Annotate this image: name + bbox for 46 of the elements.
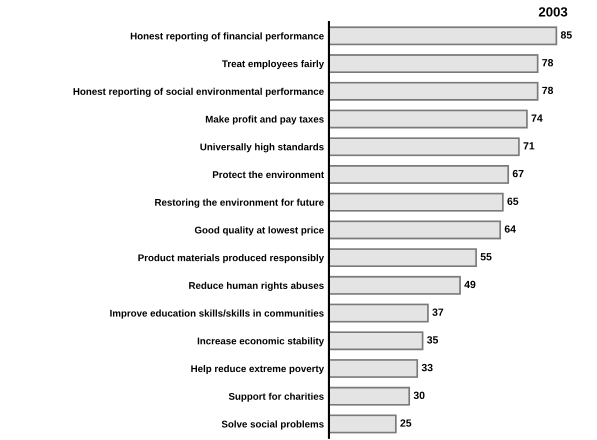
y-tick-label: Protect the environment xyxy=(212,170,324,178)
chart-title: 2003 xyxy=(538,7,568,17)
y-tick-label: Help reduce extreme poverty xyxy=(191,364,324,374)
bar xyxy=(328,110,528,128)
bar xyxy=(328,137,520,156)
y-tick-label: Universally high standards xyxy=(200,143,324,152)
bar xyxy=(328,359,418,378)
data-label: 49 xyxy=(464,280,476,288)
bar xyxy=(328,26,558,46)
bar xyxy=(328,82,538,101)
y-tick-label: Support for charities xyxy=(228,392,324,402)
y-tick-label: Product materials produced responsibly xyxy=(138,254,324,264)
bar xyxy=(328,414,397,434)
data-label: 78 xyxy=(542,59,554,66)
data-label: 55 xyxy=(480,253,492,260)
y-tick-label: Improve education skills/skills in communities xyxy=(110,310,324,319)
bar xyxy=(328,331,424,350)
bar xyxy=(328,54,538,74)
bar xyxy=(328,165,510,184)
y-tick-label: Honest reporting of social environmental performance xyxy=(74,88,324,97)
data-label: 67 xyxy=(512,170,524,178)
bar xyxy=(328,192,504,212)
data-label: 25 xyxy=(400,419,412,427)
bar xyxy=(328,220,502,240)
y-tick-label: Make profit and pay taxes xyxy=(206,115,324,125)
y-tick-label: Solve social problems xyxy=(222,420,324,430)
data-label: 37 xyxy=(432,308,444,316)
data-label: 71 xyxy=(524,142,534,150)
y-tick-label: Good quality at lowest price xyxy=(194,226,324,236)
y-tick-label: Restoring the environment for future xyxy=(155,198,324,208)
data-label: 65 xyxy=(507,198,518,205)
data-label: 33 xyxy=(422,364,433,372)
data-label: 35 xyxy=(427,336,438,344)
bar xyxy=(328,304,429,322)
bar xyxy=(328,248,477,268)
bar xyxy=(328,386,410,406)
data-label: 78 xyxy=(542,86,554,94)
data-label: 74 xyxy=(532,114,543,122)
y-tick-label: Reduce human rights abuses xyxy=(189,282,324,291)
bar xyxy=(328,276,461,295)
y-tick-label: Treat employees fairly xyxy=(222,60,324,70)
data-label: 64 xyxy=(504,225,516,233)
y-tick-label: Honest reporting of financial performance xyxy=(130,32,324,42)
data-label: 30 xyxy=(414,392,425,400)
data-label: 85 xyxy=(560,31,572,39)
y-tick-label: Increase economic stability xyxy=(198,337,324,346)
